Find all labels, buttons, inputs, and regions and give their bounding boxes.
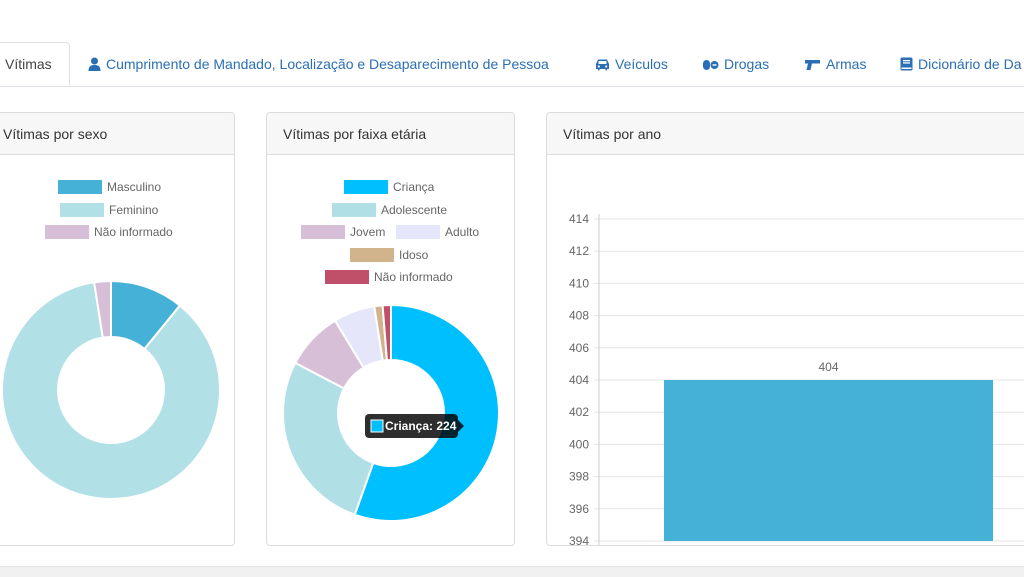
legend-swatch (45, 225, 89, 239)
y-tick-label: 408 (569, 309, 589, 323)
nav-tabs: Vítimas Cumprimento de Mandado, Localiza… (0, 42, 1024, 87)
legend-item-idoso[interactable]: Idoso (350, 248, 429, 262)
legend-label: Masculino (107, 180, 161, 194)
legend-item-nao-informado[interactable]: Não informado (325, 270, 453, 284)
slice-nao-informado[interactable] (92, 279, 112, 339)
chart-title: Vítimas por faixa etária (283, 125, 427, 142)
tab-veiculos-label: Veículos (615, 56, 668, 72)
legend-label: Adulto (445, 225, 479, 239)
chart-ano: 3943963984004024044064084104124144042023 (569, 212, 1024, 546)
tab-dicionario-label: Dicionário de Da (918, 56, 1022, 72)
legend-swatch (332, 203, 376, 217)
y-tick-label: 398 (569, 470, 589, 484)
slice-feminino[interactable] (1, 281, 221, 500)
legend-swatch (344, 180, 388, 194)
pills-icon (702, 58, 719, 71)
legend-label: Criança (393, 180, 435, 194)
tooltip-swatch (370, 419, 384, 433)
legend-swatch (350, 248, 394, 262)
legend-swatch (301, 225, 345, 239)
y-tick-label: 396 (569, 502, 589, 516)
card-header: Vítimas por faixa etária (267, 113, 514, 155)
y-tick-label: 414 (569, 212, 589, 226)
y-tick-label: 400 (569, 437, 589, 451)
legend-swatch (325, 270, 369, 284)
slice-adolescente[interactable] (282, 361, 375, 517)
legend-item-jovem[interactable]: Jovem (301, 225, 385, 239)
legend-swatch (396, 225, 440, 239)
legend-item-feminino[interactable]: Feminino (60, 203, 159, 217)
footer-strip (0, 566, 1024, 577)
tab-drogas[interactable]: Drogas (702, 42, 769, 86)
y-tick-label: 412 (569, 244, 589, 258)
card-vitimas-sexo: Vítimas por sexo Masculino Feminino Não in… (0, 112, 235, 546)
chart-title: Vítimas por ano (563, 125, 662, 142)
tab-vitimas-label: Vítimas (5, 56, 52, 72)
chart-sexo: Masculino Feminino Não informado (1, 180, 221, 500)
chart-title: Vítimas por sexo (3, 125, 108, 142)
tab-veiculos[interactable]: Veículos (595, 42, 668, 86)
book-icon (900, 57, 913, 71)
y-tick-label: 410 (569, 276, 589, 290)
legend-label: Jovem (350, 225, 385, 239)
tab-vitimas[interactable]: Vítimas (0, 42, 70, 86)
legend-label: Não informado (374, 270, 453, 284)
tab-armas-label: Armas (826, 56, 867, 72)
gun-icon (804, 58, 821, 71)
y-tick-label: 402 (569, 405, 589, 419)
card-vitimas-ano: Vítimas por ano 394 396 398 400 402 404 406 408… (546, 112, 1024, 546)
data-label: 404 (818, 360, 838, 374)
slice-crianca[interactable] (353, 303, 500, 522)
card-header: Vítimas por ano (547, 113, 1024, 155)
legend-label: Idoso (399, 248, 429, 262)
tab-dicionario[interactable]: Dicionário de Da (900, 42, 1022, 86)
y-tick-label: 406 (569, 341, 589, 355)
user-icon (88, 57, 101, 71)
tab-cumprimento-label: Cumprimento de Mandado, Localização e De… (106, 56, 549, 72)
legend-swatch (60, 203, 104, 217)
tab-drogas-label: Drogas (724, 56, 770, 72)
tooltip-label: Criança: 224 (385, 419, 457, 433)
legend-item-adolescente[interactable]: Adolescente (332, 203, 447, 217)
card-vitimas-faixa-etaria: Vítimas por faixa etária Criança Adolesce… (266, 112, 515, 546)
chart-tooltip: Criança: 224 (365, 414, 464, 438)
legend-item-nao-informado[interactable]: Não informado (45, 225, 173, 239)
legend-item-crianca[interactable]: Criança (344, 180, 435, 194)
legend-label: Adolescente (381, 203, 447, 217)
legend-label: Feminino (109, 203, 159, 217)
slice-nao-informado[interactable] (381, 303, 392, 362)
y-tick-label: 404 (569, 373, 589, 387)
car-icon (595, 58, 610, 71)
card-header: Vítimas por sexo (0, 113, 234, 155)
legend-label: Não informado (94, 225, 173, 239)
tab-cumprimento-mandado[interactable]: Cumprimento de Mandado, Localização e De… (88, 42, 549, 86)
bar-2023[interactable] (664, 380, 993, 541)
legend-swatch (58, 180, 102, 194)
legend-item-masculino[interactable]: Masculino (58, 180, 161, 194)
tab-armas[interactable]: Armas (804, 42, 866, 86)
y-tick-label: 394 (569, 534, 589, 546)
chart-faixa-etaria: Criança Adolescente Jovem Adulto Idoso Não in… (282, 180, 500, 522)
legend-item-adulto[interactable]: Adulto (396, 225, 479, 239)
